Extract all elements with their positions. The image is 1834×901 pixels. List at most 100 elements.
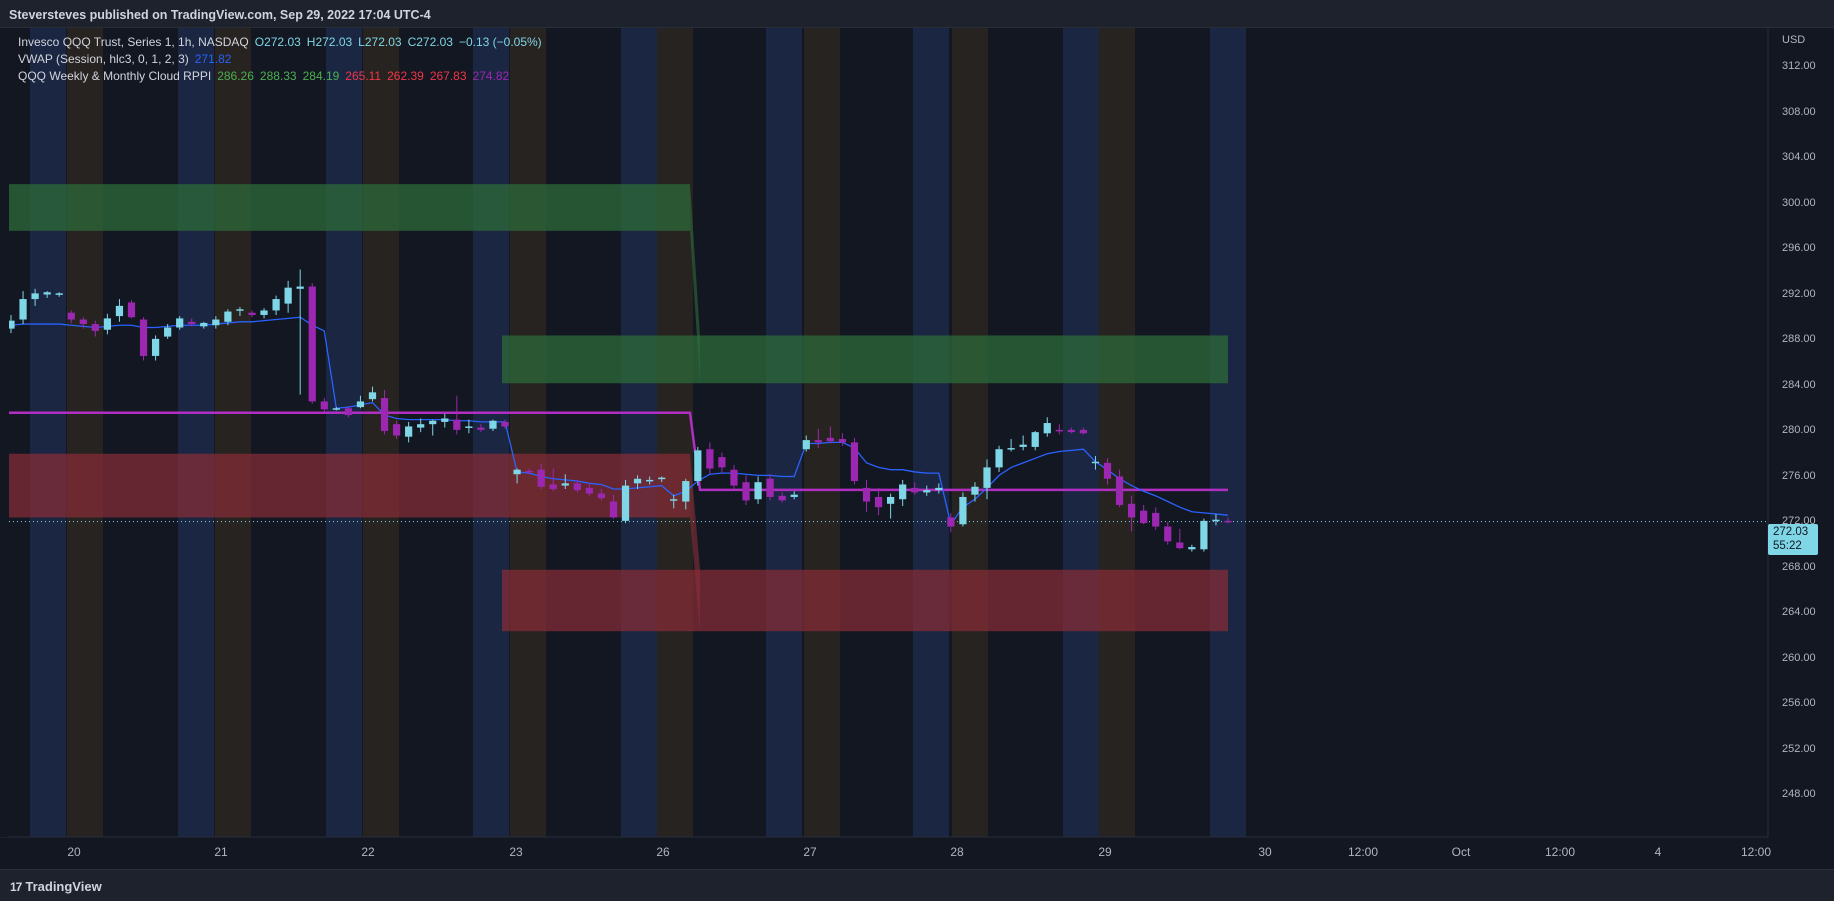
candle[interactable] [368,386,377,402]
candle[interactable] [682,478,690,510]
candle[interactable] [1140,504,1148,525]
candle[interactable] [260,308,268,319]
candle[interactable] [151,335,160,361]
candle[interactable] [465,419,473,434]
candle[interactable] [573,479,581,493]
candle[interactable] [513,468,521,484]
legend-vwap-row[interactable]: VWAP (Session, hlc3, 0, 1, 2, 3) 271.82 [18,51,548,68]
candle[interactable] [429,419,437,436]
candle[interactable] [754,476,762,504]
candle[interactable] [549,468,557,492]
candle[interactable] [1188,544,1196,552]
candle[interactable] [790,491,798,500]
candle[interactable] [766,474,774,501]
candle[interactable] [55,292,63,297]
candle[interactable] [1079,427,1088,435]
candle[interactable] [127,300,136,319]
legend-symbol-row[interactable]: Invesco QQQ Trust, Series 1, 1h, NASDAQ O… [18,34,548,51]
candle[interactable] [730,465,738,490]
candle[interactable] [1152,507,1160,530]
candle[interactable] [886,493,895,519]
candle[interactable] [1043,417,1051,437]
candle[interactable] [284,280,292,313]
candle[interactable] [899,479,907,507]
candle[interactable] [236,307,244,317]
candle[interactable] [621,479,630,524]
candle[interactable] [838,433,847,446]
candle[interactable] [1055,424,1063,435]
candle[interactable] [670,494,678,509]
candle[interactable] [188,318,196,327]
candle[interactable] [224,309,232,326]
candle[interactable] [585,483,593,496]
candle[interactable] [959,492,967,527]
candle[interactable] [405,421,413,443]
candle[interactable] [561,474,569,490]
candle[interactable] [19,291,27,325]
candles[interactable] [7,269,1232,552]
candle[interactable] [742,475,750,505]
candle[interactable] [248,310,256,318]
candle[interactable] [164,324,172,339]
candle[interactable] [296,269,304,395]
candle[interactable] [537,463,545,490]
candle[interactable] [1176,528,1184,550]
candle[interactable] [1127,495,1136,532]
candle[interactable] [633,475,642,490]
candle[interactable] [356,395,365,409]
legend-cloud-row[interactable]: QQQ Weekly & Monthly Cloud RPPI 286.26 288… [18,68,548,85]
candle[interactable] [1115,469,1124,508]
candle[interactable] [115,299,124,322]
candle[interactable] [320,398,328,412]
candle[interactable] [935,483,943,494]
candle[interactable] [802,435,810,452]
candle[interactable] [971,482,979,502]
candle[interactable] [923,485,931,496]
candle[interactable] [1091,456,1100,470]
candle[interactable] [814,428,822,449]
candle[interactable] [453,395,461,435]
candle[interactable] [441,413,449,428]
candle[interactable] [718,452,726,474]
candle[interactable] [477,424,485,433]
candle[interactable] [103,313,112,335]
candle[interactable] [1200,518,1208,552]
candle[interactable] [525,468,533,475]
candle[interactable] [1007,438,1015,452]
candle[interactable] [212,316,220,329]
candle[interactable] [995,445,1003,472]
candle[interactable] [31,288,39,306]
candle[interactable] [1164,522,1172,545]
candle[interactable] [1019,435,1027,451]
candle[interactable] [826,426,834,444]
candle[interactable] [874,487,883,516]
candle[interactable] [308,283,316,404]
tradingview-logo[interactable]: 17 TradingView [10,879,102,894]
candle[interactable] [392,420,401,439]
candle[interactable] [947,512,955,533]
candle[interactable] [501,419,509,429]
candle[interactable] [706,442,714,475]
candle[interactable] [694,446,702,486]
candle[interactable] [7,314,15,334]
candle[interactable] [417,418,425,433]
candle[interactable] [850,437,859,485]
candle[interactable] [1212,514,1220,526]
candle[interactable] [1067,427,1075,434]
candle[interactable] [380,390,389,435]
candle[interactable] [1224,517,1232,524]
candle[interactable] [1103,458,1112,485]
candle[interactable] [344,405,353,418]
candle[interactable] [778,492,786,503]
candle[interactable] [200,321,208,329]
candle[interactable] [862,479,871,512]
candle[interactable] [91,320,99,337]
candle[interactable] [43,291,51,298]
candle[interactable] [176,316,184,330]
price-chart[interactable] [0,0,1834,869]
candle[interactable] [79,317,87,329]
candle[interactable] [911,482,919,495]
candle[interactable] [139,317,148,361]
candle[interactable] [1031,431,1039,451]
candle[interactable] [67,310,75,323]
